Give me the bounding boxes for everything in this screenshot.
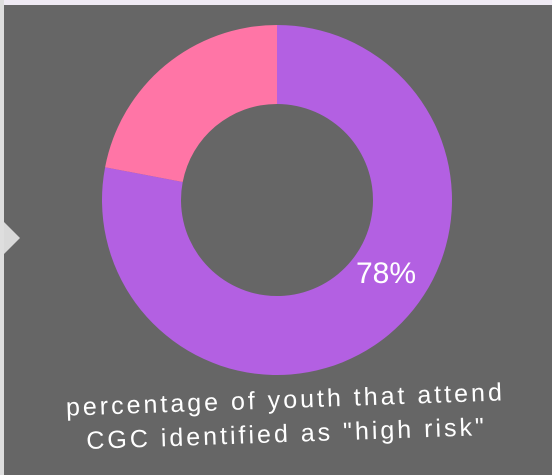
carousel-arrow-icon[interactable] [4,222,20,254]
panel-edge [0,0,4,475]
slice-secondary [105,24,277,183]
slice-label-primary: 78% [356,257,416,290]
top-strip [0,0,552,8]
slice-primary [102,25,453,375]
